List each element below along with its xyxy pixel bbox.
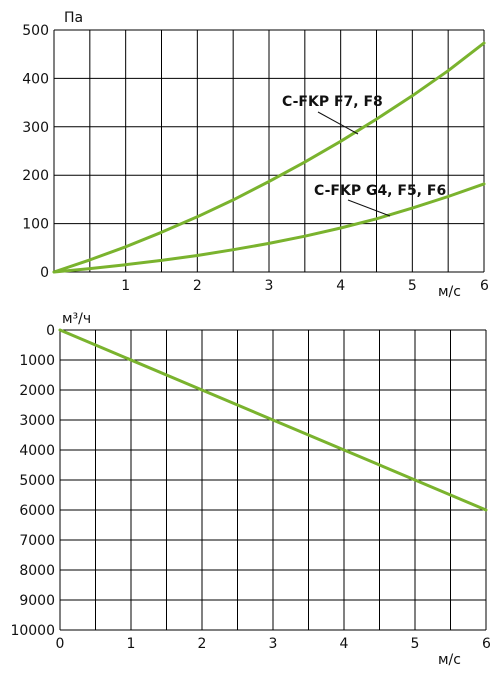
y-tick-label: 300 [22,120,49,136]
airflow-y-axis-label: м³/ч [62,311,91,327]
airflow-grid [59,329,487,631]
pressure-x-ticks: 1 2 3 4 5 6 [121,278,489,294]
pressure-series-labels: C-FKP F7, F8 C-FKP G4, F5, F6 [282,94,446,217]
y-tick-label: 5000 [19,473,55,489]
x-tick-label: 1 [121,278,130,294]
y-tick-label: 500 [22,23,49,39]
pressure-chart: 1 2 3 4 5 6 0 100 200 300 400 500 Па м/с C-FKP F7,… [22,10,489,300]
y-tick-label: 4000 [19,443,55,459]
series-label-leader-g4-f5-f6 [347,199,391,217]
x-tick-label: 4 [340,636,349,652]
airflow-series [58,328,488,512]
y-tick-label: 6000 [19,503,55,519]
y-tick-label: 8000 [19,563,55,579]
airflow-y-ticks: 0 1000 2000 3000 4000 5000 6000 7000 8000 9000 100… [10,323,55,639]
airflow-x-ticks: 0 1 2 3 4 5 6 [56,636,491,652]
x-tick-label: 4 [336,278,345,294]
series-label-g4-f5-f6: C-FKP G4, F5, F6 [314,183,446,199]
series-label-f7-f8: C-FKP F7, F8 [282,94,383,110]
airflow-chart: 0 1 2 3 4 5 6 0 1000 2000 3000 4000 5000 6000 7000 800… [10,311,491,668]
y-tick-label: 3000 [19,413,55,429]
y-tick-label: 10000 [10,623,55,639]
y-tick-label: 200 [22,168,49,184]
series-line-0 [52,41,486,274]
y-tick-label: 400 [22,71,49,87]
pressure-y-ticks: 0 100 200 300 400 500 [22,23,49,281]
x-tick-label: 6 [482,636,491,652]
y-tick-label: 0 [40,265,49,281]
y-tick-label: 2000 [19,383,55,399]
y-tick-label: 1000 [19,353,55,369]
x-tick-label: 0 [56,636,65,652]
x-tick-label: 5 [411,636,420,652]
y-tick-label: 100 [22,217,49,233]
series-label-leader-f7-f8 [317,111,359,135]
pressure-series [52,41,486,274]
series-line-0 [58,328,488,512]
series-line-1 [52,182,486,274]
x-tick-label: 5 [408,278,417,294]
x-tick-label: 2 [198,636,207,652]
x-tick-label: 1 [127,636,136,652]
x-tick-label: 3 [265,278,274,294]
pressure-grid [53,29,485,273]
airflow-x-axis-label: м/с [438,652,461,668]
x-tick-label: 6 [480,278,489,294]
y-tick-label: 0 [46,323,55,339]
y-tick-label: 7000 [19,533,55,549]
pressure-x-axis-label: м/с [438,284,461,300]
x-tick-label: 3 [269,636,278,652]
x-tick-label: 2 [193,278,202,294]
y-tick-label: 9000 [19,593,55,609]
pressure-y-axis-label: Па [64,10,83,26]
